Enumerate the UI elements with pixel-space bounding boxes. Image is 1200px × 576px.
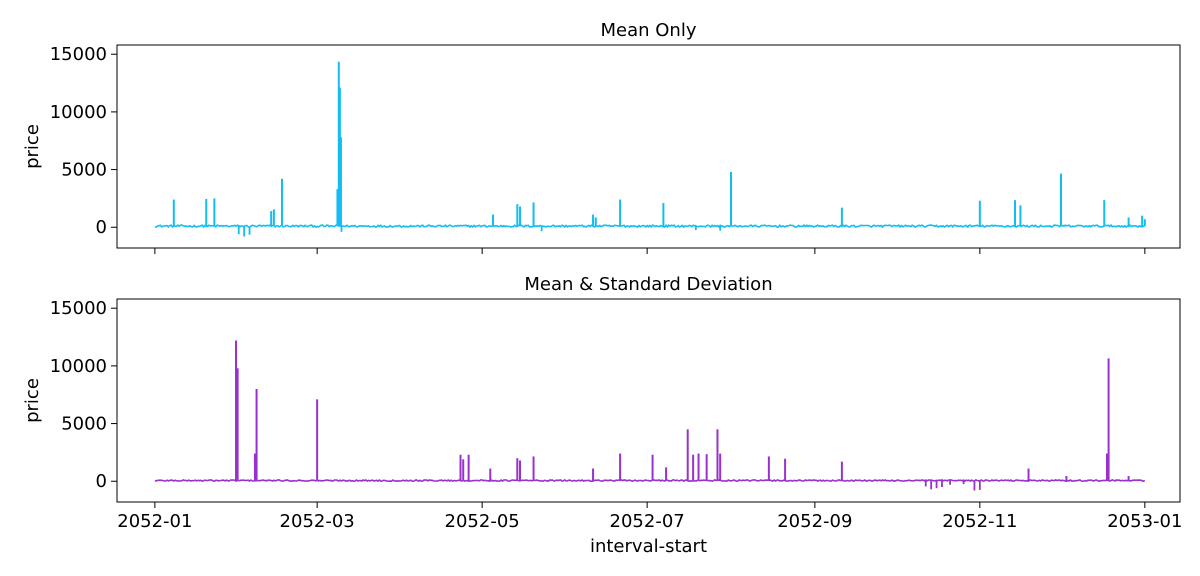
plot-frame	[116, 44, 1181, 249]
x-tick-label: 2052-05	[445, 511, 520, 532]
y-tick-label: 10000	[50, 356, 107, 377]
plot-frame	[116, 298, 1181, 503]
y-tick-label: 5000	[61, 414, 107, 435]
x-tick-label: 2052-11	[942, 511, 1017, 532]
x-tick-label: 2052-07	[610, 511, 685, 532]
y-tick-label: 10000	[50, 102, 107, 123]
x-axis-label: interval-start	[590, 536, 707, 557]
x-tick-label: 2053-01	[1107, 511, 1182, 532]
y-tick-label: 0	[96, 217, 107, 238]
x-tick-label: 2052-03	[280, 511, 355, 532]
chart-title: Mean & Standard Deviation	[524, 274, 772, 295]
y-axis-label: price	[22, 378, 43, 423]
chart-title: Mean Only	[601, 20, 697, 41]
y-axis-label: price	[22, 124, 43, 169]
series-line-baseline	[154, 479, 1146, 483]
series-line-baseline	[154, 224, 1146, 228]
y-tick-label: 5000	[61, 160, 107, 181]
y-tick-label: 15000	[50, 44, 107, 65]
x-tick-label: 2052-09	[777, 511, 852, 532]
y-tick-label: 15000	[50, 298, 107, 319]
y-tick-label: 0	[96, 471, 107, 492]
chart-panel-1: Mean Only 0 5000 10000 15000 price	[22, 20, 1181, 254]
x-tick-label: 2052-01	[117, 511, 192, 532]
chart-panel-2: Mean & Standard Deviation 0 5000 10000 15000…	[22, 274, 1182, 557]
